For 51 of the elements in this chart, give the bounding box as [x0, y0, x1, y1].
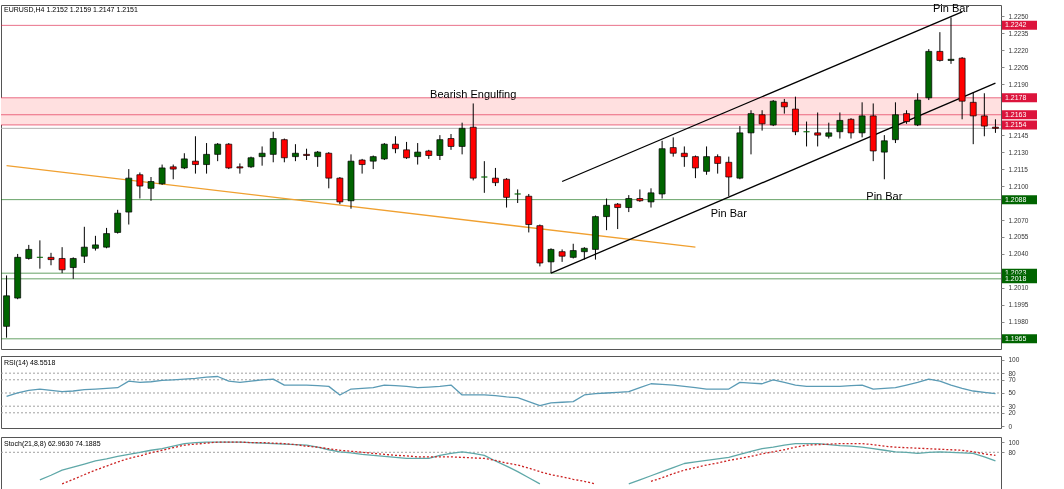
- candlestick: [414, 142, 422, 166]
- candlestick: [436, 134, 444, 161]
- candlestick: [492, 167, 499, 187]
- candlestick: [947, 16, 955, 65]
- candlestick: [747, 109, 755, 155]
- candlestick: [258, 145, 266, 167]
- candlestick: [647, 187, 655, 209]
- candlestick: [269, 131, 277, 163]
- candlestick: [136, 171, 144, 199]
- candlestick: [480, 160, 488, 194]
- candlestick: [214, 142, 222, 162]
- candlestick: [225, 142, 233, 170]
- candlestick: [636, 188, 644, 203]
- candlestick: [680, 145, 688, 168]
- candlestick: [558, 248, 566, 263]
- annotation: Pin Bar: [866, 190, 903, 203]
- candlestick: [203, 142, 210, 175]
- candlestick: [769, 99, 777, 127]
- candlestick: [80, 226, 88, 264]
- candlestick: [614, 202, 622, 230]
- candlestick: [936, 31, 944, 63]
- candlestick: [236, 162, 244, 175]
- annotation: Pin Bar: [932, 2, 970, 15]
- candlestick: [58, 246, 66, 274]
- candlestick: [847, 117, 855, 140]
- candlestick: [603, 198, 610, 231]
- candlestick: [969, 91, 977, 145]
- line-series: [5, 375, 997, 407]
- candlestick: [758, 109, 766, 132]
- candlestick: [47, 252, 55, 266]
- candlestick: [792, 96, 799, 136]
- candlestick: [858, 101, 866, 138]
- candlestick: [147, 176, 155, 202]
- candlestick: [503, 177, 510, 209]
- candlestick: [358, 158, 366, 175]
- candlestick: [725, 156, 733, 197]
- candlestick: [669, 136, 677, 158]
- candlestick: [336, 176, 344, 205]
- candlestick: [69, 256, 77, 280]
- candlestick: [703, 145, 710, 176]
- candlestick: [836, 112, 844, 140]
- candlestick: [880, 134, 888, 180]
- candlestick: [192, 135, 199, 175]
- candlestick: [458, 122, 466, 155]
- annotation: Pin Bar: [710, 207, 748, 220]
- candlestick: [114, 209, 122, 235]
- annotation: Bearish Engulfing: [430, 88, 517, 101]
- candlestick: [158, 164, 166, 186]
- candlestick: [980, 92, 988, 137]
- candlestick: [714, 153, 722, 175]
- candlestick: [814, 112, 822, 147]
